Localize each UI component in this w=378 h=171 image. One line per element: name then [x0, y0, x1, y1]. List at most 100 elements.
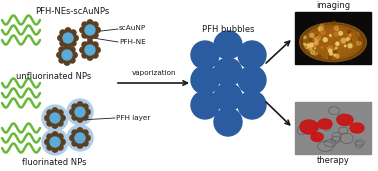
Circle shape	[57, 110, 63, 116]
Circle shape	[304, 38, 305, 39]
Circle shape	[314, 48, 315, 49]
Ellipse shape	[304, 25, 362, 59]
Ellipse shape	[300, 120, 318, 134]
Circle shape	[87, 40, 93, 45]
Text: vaporization: vaporization	[132, 70, 176, 76]
Ellipse shape	[299, 23, 366, 62]
Circle shape	[308, 43, 312, 48]
Circle shape	[334, 32, 338, 36]
Ellipse shape	[312, 30, 354, 54]
Circle shape	[92, 32, 98, 38]
Circle shape	[349, 57, 352, 59]
Ellipse shape	[318, 119, 332, 129]
Circle shape	[323, 25, 325, 27]
Circle shape	[70, 47, 75, 52]
Text: therapy: therapy	[316, 156, 349, 165]
Circle shape	[59, 57, 65, 63]
Circle shape	[82, 130, 88, 136]
Circle shape	[77, 128, 83, 133]
Circle shape	[52, 123, 58, 128]
Circle shape	[317, 53, 318, 54]
Circle shape	[317, 37, 320, 40]
Circle shape	[72, 130, 77, 136]
Circle shape	[325, 46, 327, 47]
Circle shape	[87, 20, 93, 25]
Circle shape	[82, 114, 88, 120]
Circle shape	[82, 42, 88, 48]
Circle shape	[321, 47, 323, 48]
Circle shape	[350, 39, 352, 41]
Circle shape	[94, 47, 100, 53]
Circle shape	[70, 135, 76, 141]
Circle shape	[82, 22, 88, 28]
Circle shape	[47, 144, 53, 150]
Circle shape	[304, 36, 306, 38]
Circle shape	[319, 27, 323, 31]
Circle shape	[50, 137, 60, 147]
Circle shape	[328, 47, 330, 49]
Circle shape	[356, 41, 361, 45]
Circle shape	[92, 22, 98, 28]
Circle shape	[77, 143, 83, 148]
Circle shape	[316, 35, 319, 39]
Circle shape	[50, 113, 60, 123]
Circle shape	[330, 35, 331, 36]
Circle shape	[321, 30, 325, 35]
Circle shape	[67, 99, 93, 125]
Circle shape	[339, 31, 342, 35]
Circle shape	[314, 41, 318, 45]
Text: unfluorinated NPs: unfluorinated NPs	[16, 72, 91, 81]
Circle shape	[317, 54, 321, 58]
Circle shape	[92, 42, 98, 48]
Circle shape	[82, 140, 88, 146]
Circle shape	[191, 91, 219, 119]
Ellipse shape	[329, 40, 337, 45]
Circle shape	[80, 47, 85, 53]
Circle shape	[47, 134, 53, 140]
Circle shape	[334, 54, 336, 56]
Text: PFH bubbles: PFH bubbles	[202, 25, 254, 34]
Circle shape	[341, 38, 345, 43]
Circle shape	[238, 41, 266, 69]
Circle shape	[358, 37, 363, 41]
Circle shape	[77, 102, 83, 107]
Circle shape	[85, 135, 90, 141]
Text: PFH-NEs-scAuNPs: PFH-NEs-scAuNPs	[35, 7, 109, 16]
Circle shape	[59, 47, 65, 52]
Circle shape	[82, 104, 88, 110]
Circle shape	[304, 43, 305, 45]
Circle shape	[73, 35, 78, 41]
Circle shape	[63, 33, 73, 43]
Text: imaging: imaging	[316, 1, 350, 10]
Circle shape	[214, 83, 242, 111]
Circle shape	[353, 32, 355, 35]
Circle shape	[47, 110, 53, 116]
Ellipse shape	[321, 35, 345, 49]
Circle shape	[92, 52, 98, 58]
Circle shape	[80, 27, 85, 33]
Circle shape	[328, 49, 332, 52]
Circle shape	[328, 56, 332, 60]
Circle shape	[341, 44, 343, 46]
Circle shape	[335, 28, 337, 30]
Circle shape	[58, 35, 64, 41]
Circle shape	[52, 108, 58, 113]
Circle shape	[336, 42, 339, 45]
Circle shape	[309, 48, 312, 50]
Circle shape	[311, 50, 315, 54]
Circle shape	[336, 54, 339, 58]
Circle shape	[64, 60, 70, 65]
Circle shape	[317, 35, 321, 39]
Circle shape	[348, 44, 352, 48]
Circle shape	[310, 43, 314, 47]
Circle shape	[312, 43, 316, 47]
Circle shape	[214, 108, 242, 136]
Circle shape	[87, 35, 93, 40]
Circle shape	[350, 34, 351, 35]
Circle shape	[214, 31, 242, 59]
Bar	[295, 102, 371, 154]
Ellipse shape	[308, 28, 358, 57]
Circle shape	[70, 30, 76, 36]
Circle shape	[332, 21, 336, 25]
Circle shape	[82, 32, 88, 38]
